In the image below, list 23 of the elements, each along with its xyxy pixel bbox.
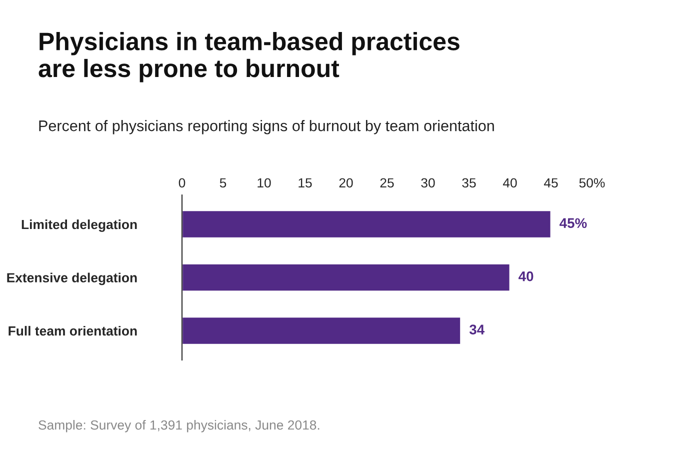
x-tick-label: 50% [579,178,605,188]
bar [182,210,552,239]
data-label: 45% [560,218,587,228]
y-tick-label: Extensive delegation [7,272,137,286]
x-tick-label: 20 [339,178,353,188]
x-tick-label: 45 [544,178,558,188]
text: Sample: Survey of 1,391 physicians, June 2018. [38,420,320,432]
x-tick-label: 35 [462,178,476,188]
data-label: 40 [518,271,534,282]
x-tick-label: 10 [258,178,271,188]
data-label: 34 [469,324,485,334]
chart-subtitle: Percent of physicians reporting signs of burnout by team orientation [39,120,494,134]
x-tick-label: 15 [298,178,312,188]
chart-title: Physicians in team-based practices are less prone to burnout [38,32,460,82]
x-tick-label: 40 [502,178,517,188]
x-tick-label: 25 [380,178,394,188]
bar [182,262,511,292]
bar [182,316,462,346]
x-tick-label: 5 [220,178,226,188]
y-tick-label: Full team orientation [8,326,137,336]
x-tick-label: 30 [421,178,435,188]
y-tick-label: Limited delegation [22,219,137,232]
x-tick-label: 0 [178,178,186,188]
